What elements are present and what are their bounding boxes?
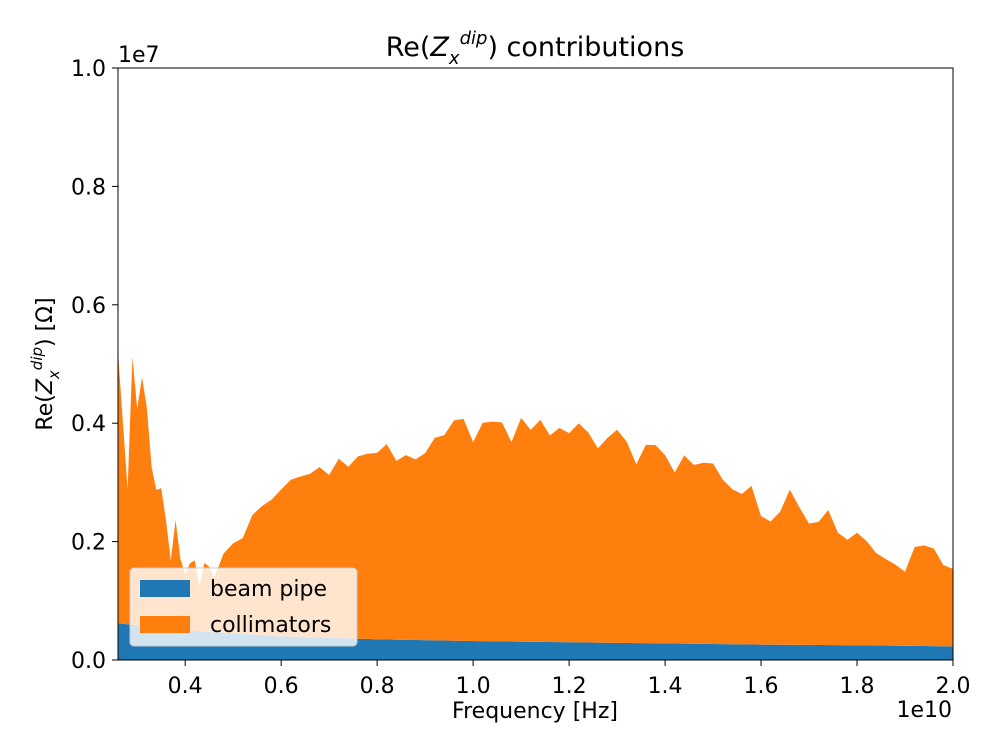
y-axis-label-sup: dip	[28, 347, 46, 370]
y-tick-label: 0.6	[71, 294, 106, 319]
y-tick-label: 0.8	[71, 175, 106, 200]
legend-swatch	[140, 616, 190, 633]
x-axis-offset-label: 1e10	[896, 698, 952, 723]
chart-title-symbol: Z	[429, 32, 449, 63]
chart-title-prefix: Re(	[386, 32, 431, 63]
chart-title-sup: dip	[460, 28, 488, 49]
x-tick-label: 1.0	[456, 674, 491, 699]
legend-swatch	[140, 580, 190, 597]
y-axis-label-prefix: Re(	[33, 394, 58, 430]
chart-title-suffix: ) contributions	[487, 32, 684, 63]
x-tick-label: 1.8	[840, 674, 875, 699]
y-tick-label: 0.4	[71, 412, 106, 437]
chart-title: Re(Zxdip) contributions	[386, 28, 685, 69]
legend-label: collimators	[210, 613, 331, 638]
y-axis-offset-label: 1e7	[118, 43, 160, 68]
chart-title-sub: x	[448, 48, 460, 69]
y-axis-label-symbol: Z	[33, 378, 58, 395]
y-axis-label: Re(Zxdip) [Ω]	[28, 297, 63, 430]
x-tick-label: 1.4	[648, 674, 683, 699]
y-tick-label: 0.0	[71, 649, 106, 674]
x-axis-label: Frequency [Hz]	[452, 699, 618, 724]
x-tick-label: 0.4	[168, 674, 203, 699]
y-tick-label: 1.0	[71, 57, 106, 82]
y-axis-label-sub: x	[45, 370, 63, 380]
y-axis-label-suffix: ) [Ω]	[33, 297, 58, 347]
legend-label: beam pipe	[210, 577, 327, 602]
x-tick-label: 0.6	[264, 674, 299, 699]
x-tick-label: 1.6	[744, 674, 779, 699]
axes-frame	[117, 67, 954, 661]
x-tick-label: 0.8	[360, 674, 395, 699]
legend: beam pipe collimators	[129, 567, 358, 647]
x-tick-label: 2.0	[936, 674, 971, 699]
x-axis-ticks: 0.4 0.6 0.8 1.0 1.2 1.4 1.6 1.8 2.0	[168, 660, 971, 699]
y-axis-ticks: 0.0 0.2 0.4 0.6 0.8 1.0	[71, 57, 118, 674]
x-tick-label: 1.2	[552, 674, 587, 699]
area-beam-pipe	[118, 623, 953, 660]
y-tick-label: 0.2	[71, 531, 106, 556]
